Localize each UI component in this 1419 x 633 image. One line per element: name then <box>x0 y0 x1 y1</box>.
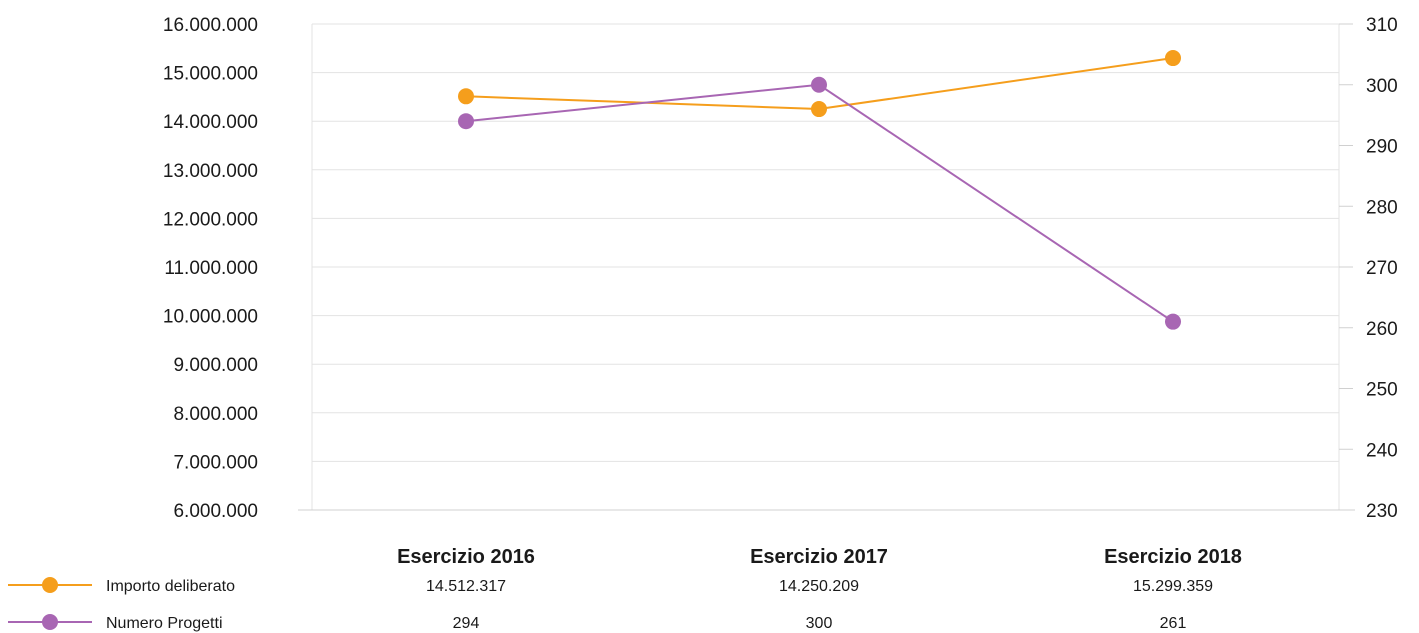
y-left-tick-label: 8.000.000 <box>173 404 258 425</box>
data-table-value: 294 <box>453 615 480 632</box>
y-left-tick-label: 6.000.000 <box>173 501 258 522</box>
y-right-tick-label: 300 <box>1366 76 1398 97</box>
y-left-tick-label: 9.000.000 <box>173 355 258 376</box>
series-line-2 <box>465 83 1174 323</box>
data-table-value: 14.512.317 <box>426 578 506 595</box>
data-table-value: 15.299.359 <box>1133 578 1213 595</box>
series-2-point <box>811 76 827 93</box>
legend-marker-2 <box>42 614 58 630</box>
y-left-tick-label: 11.000.000 <box>164 258 258 279</box>
x-category-label: Esercizio 2017 <box>750 546 888 568</box>
y-left-tick-label: 7.000.000 <box>173 452 258 473</box>
x-category-label: Esercizio 2018 <box>1104 546 1242 568</box>
y-right-tick-label: 280 <box>1366 197 1398 218</box>
y-right-tick-label: 250 <box>1366 380 1398 401</box>
y-right-tick-label: 310 <box>1366 15 1398 36</box>
y-right-tick-label: 290 <box>1366 137 1398 158</box>
series-1-point <box>458 88 474 105</box>
y-right-tick-label: 230 <box>1366 501 1398 522</box>
y-right-tick-label: 270 <box>1366 258 1398 279</box>
y-left-tick-label: 16.000.000 <box>163 15 258 36</box>
data-table-value: 300 <box>806 615 833 632</box>
y-left-tick-label: 13.000.000 <box>163 161 258 182</box>
series-1-point <box>811 101 827 118</box>
series-2-point <box>1165 313 1181 330</box>
legend-marker-1 <box>42 577 58 593</box>
y-left-tick-label: 14.000.000 <box>163 112 258 133</box>
legend-label: Importo deliberato <box>106 578 235 595</box>
legend-label: Numero Progetti <box>106 615 223 632</box>
y-left-tick-label: 12.000.000 <box>163 209 258 230</box>
x-category-label: Esercizio 2016 <box>397 546 535 568</box>
data-table-value: 14.250.209 <box>779 578 859 595</box>
y-left-tick-label: 15.000.000 <box>163 64 258 85</box>
y-right-tick-label: 260 <box>1366 319 1398 340</box>
series-1-point <box>1165 50 1181 67</box>
y-right-tick-label: 240 <box>1366 440 1398 461</box>
series-2-point <box>458 113 474 130</box>
data-table-value: 261 <box>1160 615 1187 632</box>
y-left-tick-label: 10.000.000 <box>163 307 258 328</box>
